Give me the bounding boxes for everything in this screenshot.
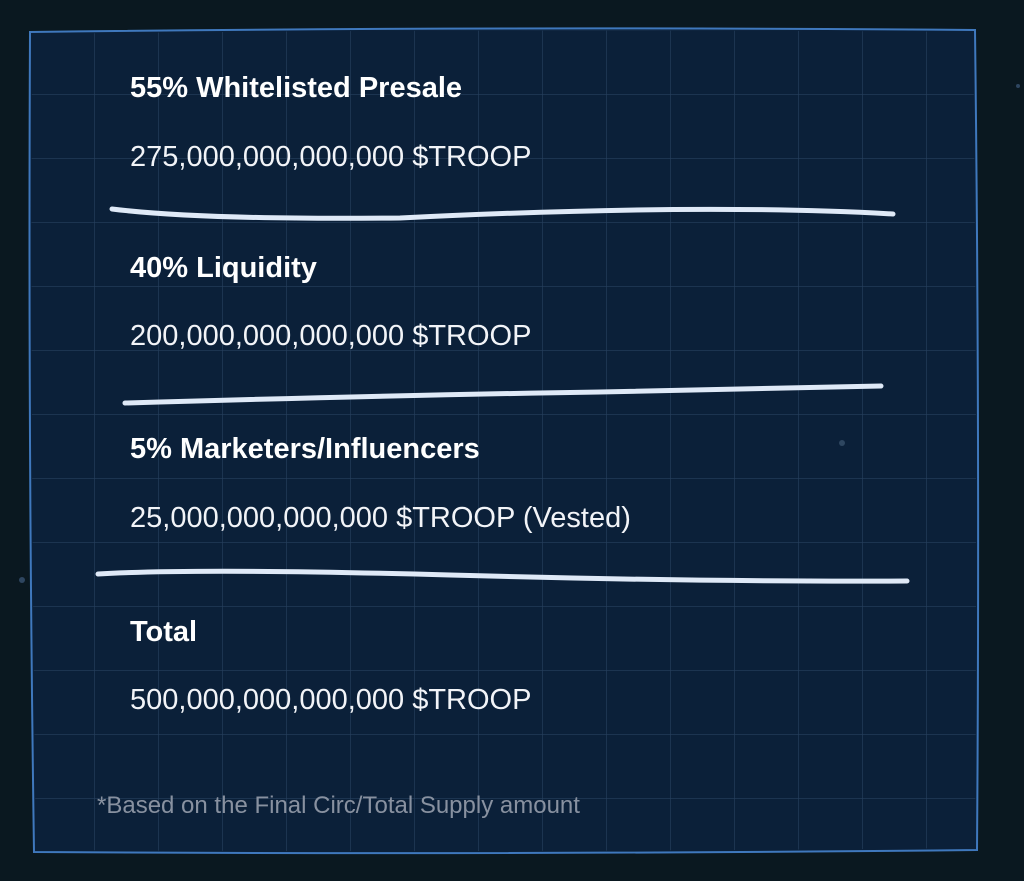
section-title: 55% Whitelisted Presale [130, 72, 463, 104]
dot [839, 440, 845, 446]
grid [31, 30, 977, 852]
section-amount: 500,000,000,000,000 $TROOP [130, 684, 532, 716]
separator [109, 206, 896, 221]
section-amount: 200,000,000,000,000 $TROOP [130, 320, 532, 352]
section-amount: 275,000,000,000,000 $TROOP [130, 141, 532, 173]
dot [1016, 84, 1020, 88]
separator [122, 383, 884, 406]
section-title: Total [130, 616, 198, 648]
footnote: *Based on the Final Circ/Total Supply am… [97, 792, 580, 819]
section-amount: 25,000,000,000,000 $TROOP (Vested) [130, 502, 631, 534]
section-title: 40% Liquidity [130, 252, 317, 284]
section-title: 5% Marketers/Influencers [130, 433, 480, 465]
separator [95, 568, 910, 584]
dot [19, 577, 25, 583]
